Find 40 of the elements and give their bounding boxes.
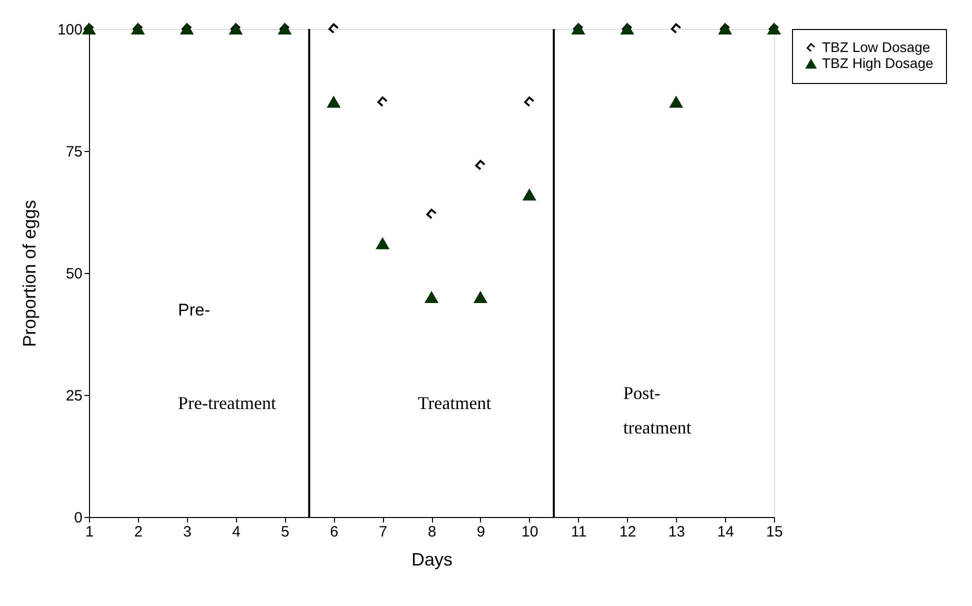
x-tick-label: 7 [378,524,388,540]
x-tick-label: 6 [330,524,338,540]
legend-label: TBZ High Dosage [822,55,934,71]
y-axis-title: Proportion of eggs [19,200,40,348]
point [670,96,682,108]
point [474,292,487,303]
y-tick-label: 50 [66,266,82,282]
x-axis-title: Days [411,550,453,570]
annotation: Pre-treatment [178,393,276,413]
point [327,96,340,108]
x-tick-label: 1 [85,524,94,540]
y-tick-label: 75 [66,144,82,160]
x-tick-label: 5 [281,524,290,540]
x-tick-label: 13 [668,524,685,540]
point [524,96,535,107]
point [376,238,389,250]
x-tick-label: 11 [570,524,587,540]
x-tick-label: 14 [717,524,734,540]
legend-label: TBZ Low Dosage [822,39,930,55]
annotation: Post- treatment [623,383,692,438]
x-tick-label: 3 [183,524,192,540]
point [475,160,486,170]
annotation: Treatment [418,393,492,413]
y-tick-label: 0 [74,510,82,526]
x-tick-label: 15 [766,524,783,540]
y-tick-label: 25 [66,388,82,404]
point [523,189,536,200]
point [377,96,388,107]
y-tick-label: 100 [57,22,82,38]
point [426,208,437,220]
x-tick-label: 12 [619,524,636,540]
x-tick-label: 4 [232,524,240,540]
point [670,23,682,34]
annotation: Pre- [178,300,210,320]
x-tick-label: 10 [522,524,538,540]
point [328,23,339,34]
x-tick-label: 8 [428,524,436,540]
x-tick-label: 9 [476,524,486,540]
point [425,292,438,303]
x-tick-label: 2 [134,524,143,540]
